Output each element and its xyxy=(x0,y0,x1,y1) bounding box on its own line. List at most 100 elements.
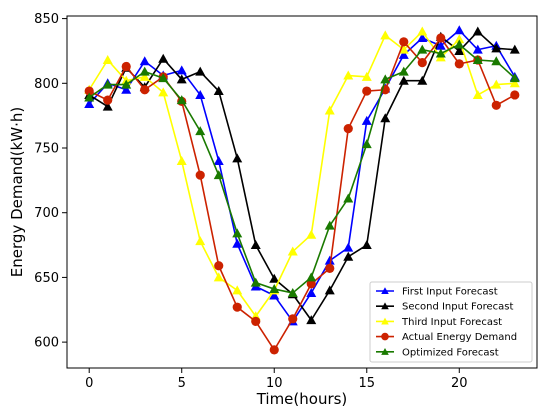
data-point xyxy=(306,287,317,297)
data-point xyxy=(324,285,335,295)
series-5 xyxy=(84,39,520,297)
data-point xyxy=(306,272,317,282)
data-point xyxy=(398,44,409,54)
legend: First Input Forecast Second Input Forecas… xyxy=(369,281,533,363)
x-tick-label: 5 xyxy=(178,376,186,391)
x-tick-label: 0 xyxy=(85,376,93,391)
data-point xyxy=(417,44,428,54)
legend-box xyxy=(369,281,533,363)
x-tick-label: 15 xyxy=(358,376,375,391)
data-point xyxy=(121,61,131,72)
data-point xyxy=(232,238,243,248)
data-point xyxy=(510,90,520,100)
data-point xyxy=(176,95,187,105)
data-point xyxy=(269,345,279,355)
data-point xyxy=(121,79,132,89)
data-point xyxy=(491,79,502,89)
legend-entry: Actual Energy Demand xyxy=(376,332,517,343)
data-point xyxy=(324,105,335,115)
data-point xyxy=(417,33,428,42)
data-point xyxy=(361,139,372,149)
legend-label: First Input Forecast xyxy=(402,287,498,298)
data-point xyxy=(195,236,206,246)
data-point xyxy=(176,74,187,84)
data-point xyxy=(232,228,243,238)
legend-label: Actual Energy Demand xyxy=(402,332,517,343)
data-point xyxy=(435,40,446,50)
data-point xyxy=(140,85,150,95)
axis-ticks: 0 5 10 15 20 600 650 700 750 800 850 xyxy=(34,12,467,391)
data-point xyxy=(472,44,483,54)
data-point xyxy=(213,272,224,282)
data-point xyxy=(306,315,317,325)
data-point xyxy=(454,34,465,44)
data-point xyxy=(176,65,187,75)
data-point xyxy=(454,39,465,49)
legend-label: Second Input Forecast xyxy=(402,302,513,313)
data-point xyxy=(213,86,224,96)
series-group xyxy=(84,25,520,355)
data-point xyxy=(269,290,280,300)
data-point xyxy=(84,99,95,108)
legend-label: Optimized Forecast xyxy=(402,347,499,358)
data-point xyxy=(380,113,391,123)
x-axis-title: Time(hours) xyxy=(256,390,348,408)
data-point xyxy=(380,30,391,40)
data-point xyxy=(287,287,298,297)
data-point xyxy=(398,66,409,76)
legend-label: Third Input Forecast xyxy=(401,317,502,328)
data-point xyxy=(232,153,243,163)
data-point xyxy=(417,75,428,85)
data-point xyxy=(398,75,409,85)
data-point xyxy=(454,45,465,55)
data-point xyxy=(417,26,428,36)
data-point xyxy=(472,89,483,99)
series-line xyxy=(88,43,516,294)
legend-marker xyxy=(381,317,389,325)
data-point xyxy=(176,155,187,165)
data-point xyxy=(158,87,169,97)
data-point xyxy=(195,89,206,99)
data-point xyxy=(84,86,94,96)
legend-entry: Second Input Forecast xyxy=(376,302,513,313)
data-point xyxy=(158,53,169,63)
data-point xyxy=(102,55,113,64)
data-point xyxy=(195,126,206,136)
data-point xyxy=(213,155,224,165)
data-point xyxy=(102,79,113,89)
data-point xyxy=(287,246,298,256)
data-point xyxy=(380,74,391,84)
data-point xyxy=(139,56,150,66)
data-point xyxy=(454,25,465,35)
y-tick-label: 650 xyxy=(34,271,59,286)
data-point xyxy=(250,277,261,287)
data-point xyxy=(361,71,372,81)
data-point xyxy=(84,92,95,102)
data-point xyxy=(213,170,224,180)
data-point xyxy=(232,302,242,312)
data-point xyxy=(306,229,317,239)
data-point xyxy=(343,242,354,252)
data-point xyxy=(398,49,409,59)
data-point xyxy=(472,26,483,36)
legend-marker xyxy=(381,332,389,341)
data-point xyxy=(454,59,464,69)
data-point xyxy=(269,284,280,294)
legend-marker xyxy=(381,348,389,355)
data-point xyxy=(214,261,224,271)
data-point xyxy=(362,86,372,96)
data-point xyxy=(509,44,520,54)
data-point xyxy=(139,66,150,76)
x-tick-label: 20 xyxy=(451,376,468,391)
legend-marker xyxy=(381,287,389,295)
data-point xyxy=(251,316,261,327)
data-point xyxy=(491,56,502,66)
data-point xyxy=(361,115,372,125)
data-point xyxy=(232,285,243,295)
data-point xyxy=(509,73,520,83)
data-point xyxy=(417,57,427,68)
y-axis-title: Energy Demand(kW·h) xyxy=(8,107,26,277)
y-tick-label: 600 xyxy=(34,336,59,351)
data-point xyxy=(102,101,113,111)
